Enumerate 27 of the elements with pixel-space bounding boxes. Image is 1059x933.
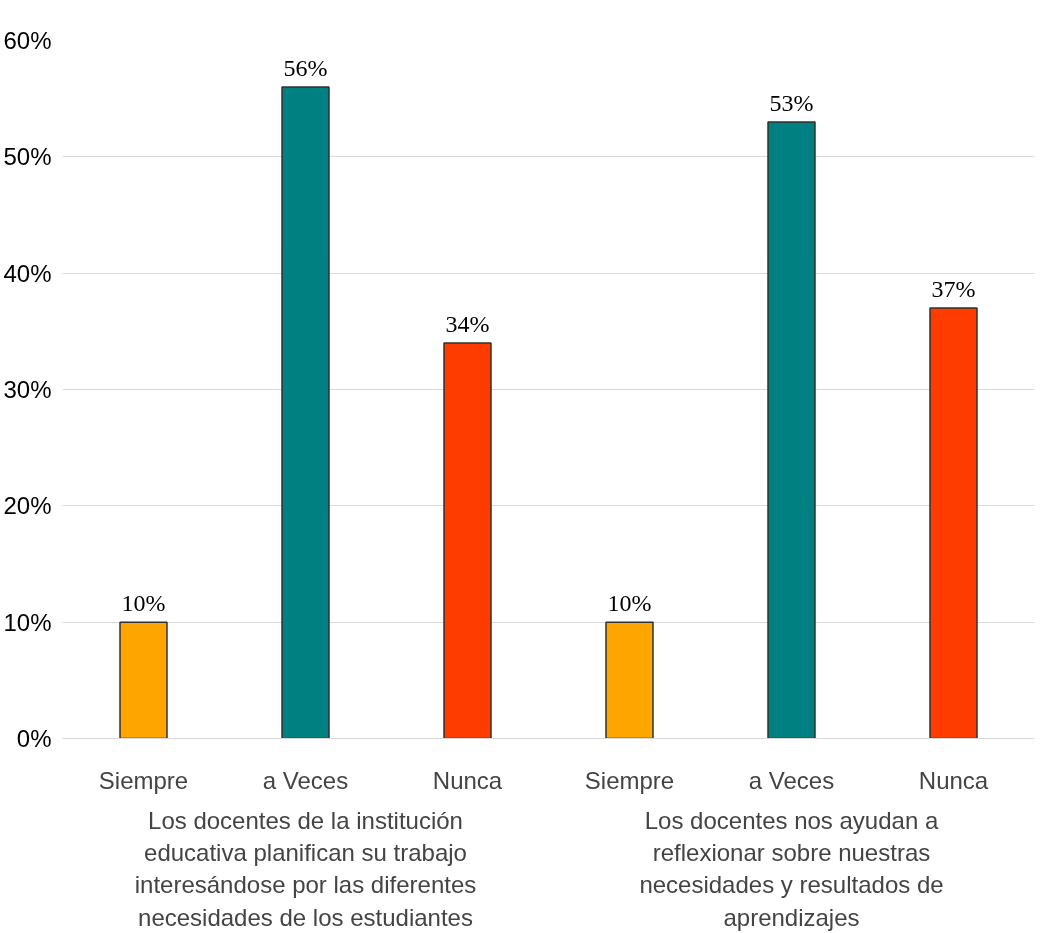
data-label: 37% (931, 276, 976, 303)
x-tick-label: Nunca (432, 766, 503, 794)
x-tick-label: a Veces (262, 766, 349, 794)
text: Los docentes nos ayudan a reflexionar sobre nuestras necesidades y resultados de aprendizajes (639, 806, 944, 931)
bar (929, 307, 978, 739)
y-tick-label: 0% (16, 725, 52, 752)
y-tick-label: 20% (3, 492, 52, 520)
y-tick-label: 50% (3, 143, 52, 171)
data-label: 10% (121, 590, 166, 617)
bar (281, 86, 330, 739)
data-label: 53% (769, 89, 814, 116)
y-tick-label: 30% (3, 376, 52, 403)
y-tick-label: 40% (3, 259, 52, 287)
text: Los docentes de la institución educativa planifican su trabajo interesándose por las diferentes necesidades de los estudiantes (134, 806, 477, 931)
data-label: 10% (607, 590, 652, 617)
x-tick-label: Siempre (584, 766, 675, 794)
bar (119, 621, 168, 739)
y-tick-label: 60% (3, 27, 52, 54)
y-tick-label: 10% (3, 608, 52, 636)
data-label: 34% (445, 310, 490, 337)
bar (443, 342, 492, 739)
x-tick-label: a Veces (748, 766, 835, 794)
x-tick-label: Siempre (98, 766, 189, 794)
x-tick-label: Nunca (918, 766, 989, 794)
bar (767, 121, 816, 739)
data-label: 56% (283, 55, 328, 82)
bar (605, 621, 654, 739)
